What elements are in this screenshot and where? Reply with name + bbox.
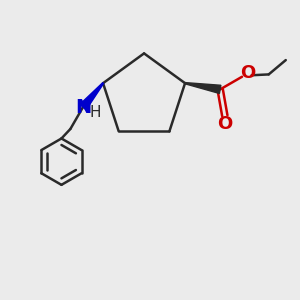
Text: N: N	[75, 98, 91, 117]
Polygon shape	[80, 83, 104, 110]
Text: O: O	[217, 115, 232, 133]
Polygon shape	[185, 82, 221, 94]
Text: H: H	[90, 105, 101, 120]
Text: O: O	[240, 64, 255, 82]
